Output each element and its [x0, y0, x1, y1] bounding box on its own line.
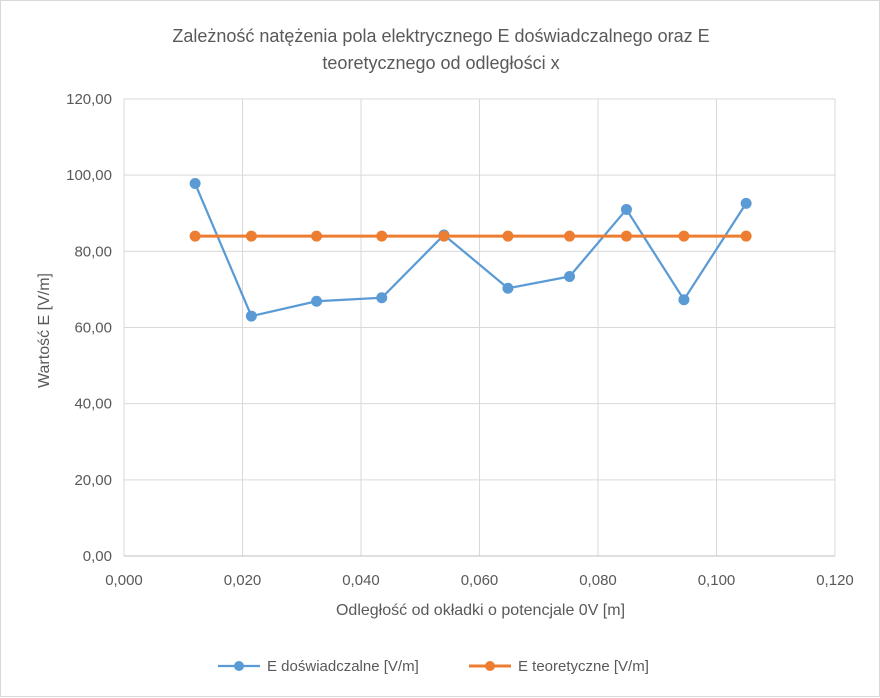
x-tick-label: 0,020	[224, 572, 262, 589]
data-point-1	[740, 230, 752, 242]
x-tick-label: 0,060	[461, 572, 499, 589]
y-tick-label: 40,00	[74, 396, 112, 413]
data-point-1	[564, 230, 576, 242]
data-point-0	[740, 197, 752, 209]
data-point-0	[311, 295, 323, 307]
y-tick-label: 0,00	[83, 548, 112, 565]
data-point-1	[245, 230, 257, 242]
legend-marker-1	[485, 661, 495, 671]
y-tick-label: 60,00	[74, 320, 112, 337]
data-point-1	[678, 230, 690, 242]
data-point-0	[564, 270, 576, 282]
data-point-0	[189, 178, 201, 190]
data-point-0	[678, 294, 690, 306]
data-point-1	[620, 230, 632, 242]
x-tick-label: 0,040	[342, 572, 380, 589]
x-tick-label: 0,120	[816, 572, 854, 589]
y-tick-label: 100,00	[66, 167, 112, 184]
x-tick-label: 0,080	[579, 572, 617, 589]
data-point-0	[620, 203, 632, 215]
data-point-1	[502, 230, 514, 242]
y-tick-label: 120,00	[66, 91, 112, 108]
x-axis-title: Odległość od okładki o potencjale 0V [m]	[336, 602, 625, 619]
data-point-0	[245, 310, 257, 322]
data-point-1	[438, 230, 450, 242]
chart-title-line: Zależność natężenia pola elektrycznego E…	[172, 26, 709, 46]
data-point-1	[376, 230, 388, 242]
data-point-1	[189, 230, 201, 242]
x-tick-label: 0,000	[105, 572, 143, 589]
data-point-0	[376, 292, 388, 304]
y-tick-label: 20,00	[74, 472, 112, 489]
y-axis-title: Wartość E [V/m]	[36, 273, 53, 388]
data-point-0	[502, 282, 514, 294]
chart-title-line: teoretycznego od odległości x	[322, 53, 559, 73]
y-tick-label: 80,00	[74, 243, 112, 260]
legend-label-1: E teoretyczne [V/m]	[518, 658, 649, 675]
legend-label-0: E doświadczalne [V/m]	[267, 658, 419, 675]
x-tick-label: 0,100	[698, 572, 736, 589]
data-point-1	[311, 230, 323, 242]
legend-marker-0	[234, 661, 244, 671]
series-line-0	[193, 182, 748, 318]
